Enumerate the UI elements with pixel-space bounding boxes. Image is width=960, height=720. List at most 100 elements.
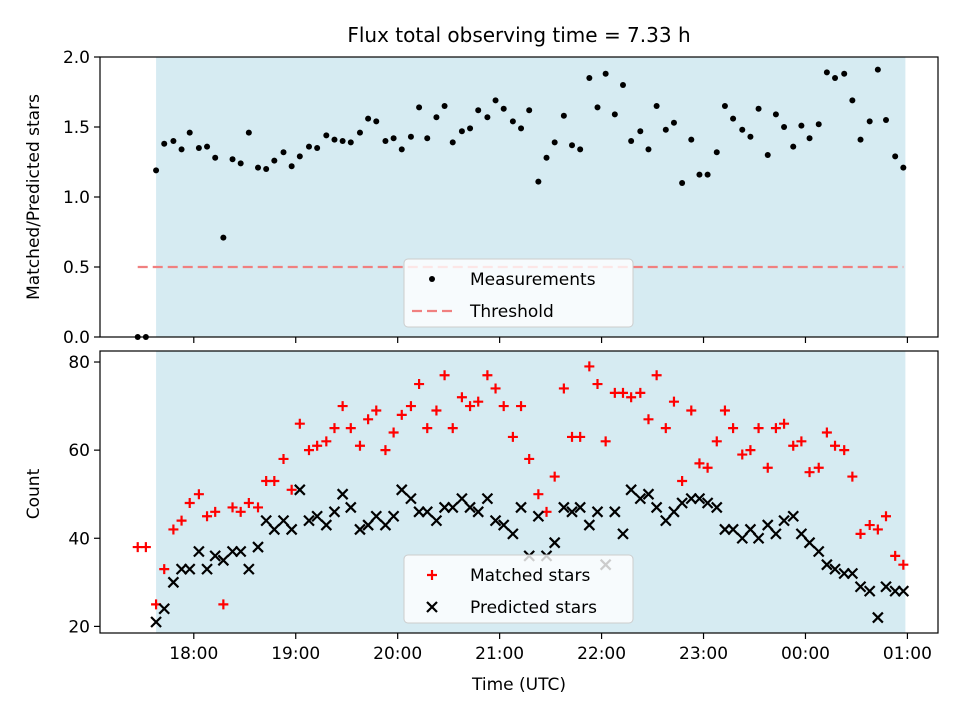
matched-star-point xyxy=(405,401,416,412)
y-tick-label: 20 xyxy=(68,617,90,637)
predicted-star-point xyxy=(320,519,333,531)
matched-star-point xyxy=(830,440,841,451)
y-tick-label: 1.5 xyxy=(63,118,90,138)
measurement-point xyxy=(449,139,456,146)
matched-star-point xyxy=(524,453,535,464)
predicted-star-point xyxy=(243,563,255,575)
y-tick-label: 0.5 xyxy=(63,258,90,278)
measurement-point xyxy=(628,138,635,144)
measurement-point xyxy=(857,136,864,143)
matched-star-point xyxy=(898,559,909,570)
measurement-point xyxy=(271,157,278,164)
matched-star-point xyxy=(380,445,391,456)
matched-star-point xyxy=(294,418,305,429)
measurement-point xyxy=(416,104,423,111)
predicted-star-point xyxy=(294,484,306,496)
matched-star-point xyxy=(371,405,382,416)
matched-star-point xyxy=(159,564,170,575)
legend-label: Measurements xyxy=(470,270,596,290)
matched-star-point xyxy=(321,436,332,447)
measurement-point xyxy=(560,112,567,119)
matched-star-point xyxy=(388,427,399,438)
predicted-star-point xyxy=(362,519,374,531)
measurement-point xyxy=(263,166,270,172)
matched-star-point xyxy=(821,427,832,438)
matched-star-point xyxy=(354,440,365,451)
measurement-point xyxy=(323,132,330,139)
measurement-point xyxy=(747,133,754,140)
measurement-point xyxy=(390,135,397,142)
legend-label: Predicted stars xyxy=(470,598,597,618)
matched-star-point xyxy=(422,423,433,434)
predicted-star-point xyxy=(583,519,596,531)
predicted-star-point xyxy=(311,510,323,523)
predicted-star-point xyxy=(260,514,272,527)
series-layer xyxy=(132,361,910,628)
predicted-star-point xyxy=(634,492,647,505)
predicted-star-point xyxy=(430,514,443,527)
matched-star-point xyxy=(668,396,679,407)
predicted-star-point xyxy=(727,523,739,536)
matched-star-point xyxy=(702,462,713,473)
matched-star-point xyxy=(168,524,179,535)
matched-star-point xyxy=(303,445,314,456)
matched-star-point xyxy=(677,475,688,486)
bottom-y-axis-label: Count xyxy=(24,468,44,519)
matched-star-point xyxy=(592,379,603,390)
measurement-point xyxy=(866,118,873,125)
predicted-star-point xyxy=(481,492,494,505)
predicted-star-point xyxy=(489,514,502,527)
matched-star-point xyxy=(651,370,662,381)
predicted-star-point xyxy=(158,602,171,615)
measurement-point xyxy=(670,119,677,126)
predicted-star-point xyxy=(787,510,800,523)
matched-star-point xyxy=(193,489,204,500)
matched-star-point xyxy=(890,550,901,561)
matched-star-point xyxy=(235,506,246,517)
matched-star-point xyxy=(584,361,595,372)
legend-box xyxy=(403,554,634,624)
matched-star-point xyxy=(465,401,476,412)
predicted-star-point xyxy=(752,532,765,545)
predicted-star-point xyxy=(829,563,841,575)
predicted-star-point xyxy=(642,488,655,500)
measurement-point xyxy=(229,156,236,163)
matched-star-point xyxy=(617,387,628,398)
predicted-star-point xyxy=(421,506,434,518)
predicted-star-point xyxy=(395,484,408,496)
axes-frame xyxy=(99,350,939,634)
predicted-star-point xyxy=(532,510,545,523)
predicted-star-point xyxy=(676,497,688,509)
measurement-point xyxy=(475,107,482,114)
measurement-point xyxy=(790,143,797,150)
measurement-point xyxy=(305,143,312,150)
predicted-star-point xyxy=(863,585,876,597)
top-ratio-panel: 0.0 0.5 1.0 1.5 2.0 Measurements Threshold xyxy=(63,48,939,348)
predicted-star-point xyxy=(650,501,663,514)
predicted-star-point xyxy=(872,611,884,624)
predicted-star-point xyxy=(803,536,816,549)
matched-star-point xyxy=(312,440,323,451)
measurement-point xyxy=(398,146,405,153)
matched-star-point xyxy=(202,511,213,522)
measurement-point xyxy=(637,128,644,135)
predicted-star-point xyxy=(387,510,400,523)
measurement-point xyxy=(543,154,550,161)
measurement-point xyxy=(347,139,354,146)
x-tick-label: 01:00 xyxy=(883,644,932,664)
measurement-point xyxy=(500,105,507,112)
predicted-star-point xyxy=(574,501,586,514)
y-tick-label: 1.0 xyxy=(63,188,90,208)
predicted-star-point xyxy=(548,536,561,549)
matched-star-point xyxy=(779,418,790,429)
measurement-point xyxy=(245,129,252,136)
measurement-point xyxy=(220,234,227,241)
measurement-point xyxy=(314,145,321,151)
predicted-star-point xyxy=(209,550,221,562)
matched-star-point xyxy=(753,423,764,434)
matched-star-point xyxy=(345,423,356,434)
predicted-star-point xyxy=(217,554,230,567)
measurement-point xyxy=(212,154,219,161)
bottom-count-panel: 20 40 60 80 18:00 19:00 20:00 21:00 22:00 23:00 00… xyxy=(68,350,939,664)
predicted-star-point xyxy=(660,514,672,527)
